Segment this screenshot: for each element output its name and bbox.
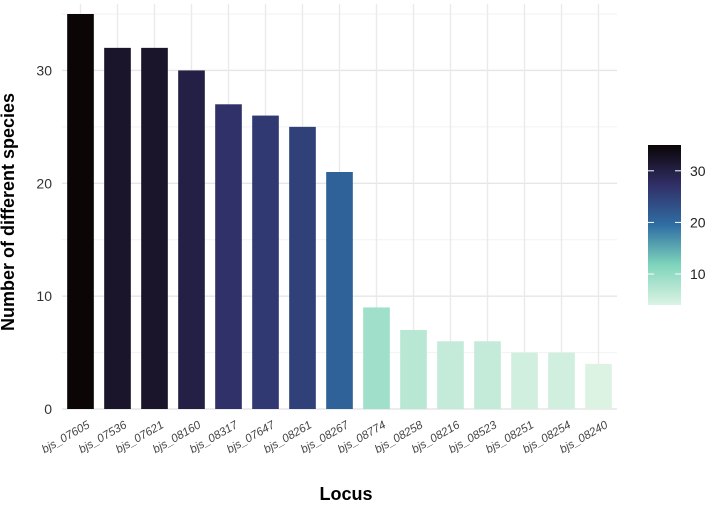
bar-bjs_07605 — [67, 14, 94, 409]
bar-bjs_08258 — [400, 330, 427, 409]
x-axis-ticks: bjs_07605bjs_07536bjs_07621bjs_08160bjs_… — [40, 419, 610, 456]
colorbar-label: 10 — [690, 266, 706, 282]
bar-bjs_08523 — [474, 341, 501, 409]
colorbar-label: 20 — [690, 214, 706, 230]
y-tick-label: 20 — [36, 175, 52, 191]
bar-bjs_08261 — [289, 126, 316, 409]
color-legend: 10 20 30 — [648, 145, 706, 305]
bar-bjs_07647 — [252, 115, 279, 410]
colorbar-label: 30 — [690, 163, 706, 179]
x-axis-title: Locus — [319, 484, 372, 504]
bar-bjs_08216 — [437, 341, 464, 409]
y-tick-label: 30 — [36, 62, 52, 78]
y-axis-title: Number of different species — [0, 93, 18, 331]
bars — [67, 14, 612, 410]
bar-bjs_08267 — [326, 172, 353, 409]
bar-bjs_08160 — [178, 70, 205, 409]
colorbar — [648, 145, 681, 305]
y-tick-label: 10 — [36, 288, 52, 304]
y-tick-label: 0 — [44, 401, 52, 417]
bar-bjs_08251 — [511, 352, 538, 409]
bar-bjs_07536 — [104, 47, 131, 409]
bar-bjs_08317 — [215, 104, 242, 410]
bar-bjs_08240 — [585, 363, 612, 409]
bar-bjs_08254 — [548, 352, 575, 409]
bar-bjs_08774 — [363, 307, 390, 409]
bar-bjs_07621 — [141, 47, 168, 409]
y-axis-ticks: 0 10 20 30 — [36, 62, 52, 417]
